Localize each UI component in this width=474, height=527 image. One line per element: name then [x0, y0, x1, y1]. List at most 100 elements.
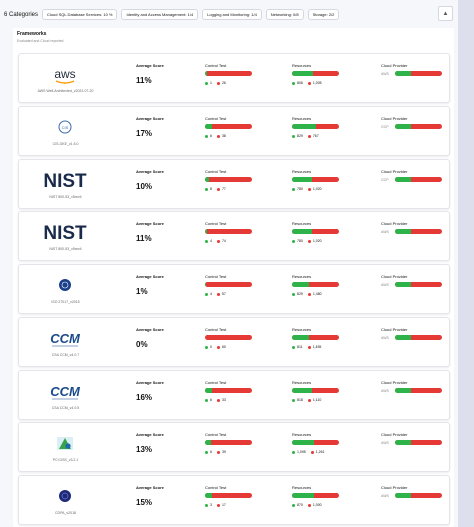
cloud-provider-value: GCP [381, 178, 389, 182]
pass-dot [205, 134, 208, 138]
resources-bar [292, 388, 339, 393]
cloud-provider-bar [395, 388, 442, 393]
cloud-provider-pass-fill [395, 124, 412, 129]
pass-dot [205, 503, 208, 507]
control-test-counts: 4 74 [205, 239, 226, 243]
resources-label: Resources [292, 485, 312, 490]
resources-counts: 829 1,480 [292, 292, 322, 296]
average-score-label: Average Score [136, 327, 164, 332]
fail-dot [310, 450, 314, 454]
chevron-up-icon: ▲ [442, 10, 449, 17]
resources-counts: 1,095 1,261 [292, 450, 325, 454]
collapse-button[interactable]: ▲ [438, 6, 453, 21]
fail-dot [216, 503, 220, 507]
control-test-label: Control Test [205, 221, 227, 226]
fail-dot [307, 292, 311, 296]
pass-dot [205, 292, 208, 296]
vertical-scrollbar[interactable] [458, 0, 466, 527]
resources-label: Resources [292, 380, 312, 385]
control-test-bar [205, 124, 252, 129]
cloud-provider-label: Cloud Provider [381, 63, 408, 68]
fail-dot [216, 398, 220, 402]
fail-dot [307, 239, 311, 243]
category-chip-networking[interactable]: Networking: 0/8 [265, 9, 304, 20]
resources-label: Resources [292, 63, 312, 68]
resources-counts: 780 1,020 [292, 187, 322, 191]
fail-dot [307, 81, 311, 85]
pass-dot [292, 81, 295, 85]
cloud-provider-pass-fill [395, 71, 412, 76]
framework-logo: NIST [19, 160, 112, 208]
control-test-label: Control Test [205, 169, 227, 174]
framework-card[interactable]: ISO 27017_v2015 Average Score 1% Control… [18, 264, 450, 314]
cloud-provider-value: AWS [381, 230, 389, 234]
fail-dot [307, 345, 311, 349]
resources-label: Resources [292, 432, 312, 437]
cloud-provider-value: AWS [381, 283, 389, 287]
framework-card[interactable]: NIST NIST 800-53_v5rev4 Average Score 10… [18, 159, 450, 209]
cloud-provider-label: Cloud Provider [381, 432, 408, 437]
framework-card[interactable]: CCM CSA CCM_v4.0.5 Average Score 16% Con… [18, 370, 450, 420]
category-chip-storage[interactable]: Storage: 2/2 [307, 9, 340, 20]
framework-card[interactable]: CIS CIS-GKE_v1.5.0 Average Score 17% Con… [18, 106, 450, 156]
resources-counts: 811 1,455 [292, 345, 321, 349]
resources-pass-fill [292, 493, 314, 498]
cloud-provider-bar [395, 335, 442, 340]
control-test-counts: 6 33 [205, 398, 226, 402]
control-test-pass-fill [205, 124, 212, 129]
average-score-value: 15% [136, 498, 153, 507]
control-test-counts: 4 57 [205, 292, 226, 296]
control-test-bar [205, 177, 252, 182]
framework-name: ISO 27017_v2015 [51, 300, 80, 304]
resources-label: Resources [292, 169, 312, 174]
control-test-counts: 1 26 [205, 81, 226, 85]
resources-bar [292, 335, 339, 340]
cloud-provider-pass-fill [395, 282, 412, 287]
framework-card[interactable]: CDPA_v2018 Average Score 15% Control Tes… [18, 475, 450, 525]
resources-pass-fill [292, 124, 317, 129]
framework-card[interactable]: PCI DSS_v3.2.1 Average Score 13% Control… [18, 422, 450, 472]
control-test-bar [205, 229, 252, 234]
framework-card[interactable]: CCM CSA CCM_v4.0.7 Average Score 0% Cont… [18, 317, 450, 367]
cloud-provider-bar [395, 71, 442, 76]
resources-label: Resources [292, 116, 312, 121]
cloud-provider-value: GCP [381, 125, 389, 129]
cloud-provider-bar [395, 177, 442, 182]
fail-dot [216, 134, 220, 138]
average-score-value: 16% [136, 393, 153, 402]
cloud-provider-bar [395, 229, 442, 234]
resources-counts: 818 1,110 [292, 398, 321, 402]
control-test-label: Control Test [205, 380, 227, 385]
framework-card[interactable]: aws AWS Well-Architected_v2022-07-20 Ave… [18, 53, 450, 103]
category-chip-cloud-sql[interactable]: Cloud SQL Database Services: 10 % [42, 9, 118, 20]
pass-dot [205, 187, 208, 191]
framework-name: PCI DSS_v3.2.1 [52, 458, 79, 462]
control-test-counts: 3 17 [205, 503, 226, 507]
framework-card[interactable]: NIST NIST 800-53_v5rev4 Average Score 11… [18, 211, 450, 261]
control-test-bar [205, 71, 252, 76]
resources-bar [292, 493, 339, 498]
control-test-pass-fill [205, 440, 212, 445]
pass-dot [205, 239, 208, 243]
pass-dot [292, 239, 295, 243]
pass-dot [292, 503, 295, 507]
fail-dot [307, 134, 311, 138]
resources-label: Resources [292, 221, 312, 226]
pass-dot [292, 345, 295, 349]
control-test-bar [205, 493, 252, 498]
average-score-label: Average Score [136, 221, 164, 226]
svg-text:CIS: CIS [62, 125, 69, 130]
resources-pass-fill [292, 335, 309, 340]
average-score-value: 13% [136, 445, 153, 454]
cloud-provider-bar [395, 124, 442, 129]
category-chip-iam[interactable]: Identity and Access Management: 1/4 [121, 9, 199, 20]
pass-dot [292, 450, 295, 454]
pass-dot [292, 187, 295, 191]
control-test-bar [205, 388, 252, 393]
cloud-provider-label: Cloud Provider [381, 327, 408, 332]
category-chip-logging[interactable]: Logging and Monitoring: 1/4 [202, 9, 262, 20]
pass-dot [292, 292, 295, 296]
average-score-label: Average Score [136, 116, 164, 121]
cloud-provider-label: Cloud Provider [381, 169, 408, 174]
